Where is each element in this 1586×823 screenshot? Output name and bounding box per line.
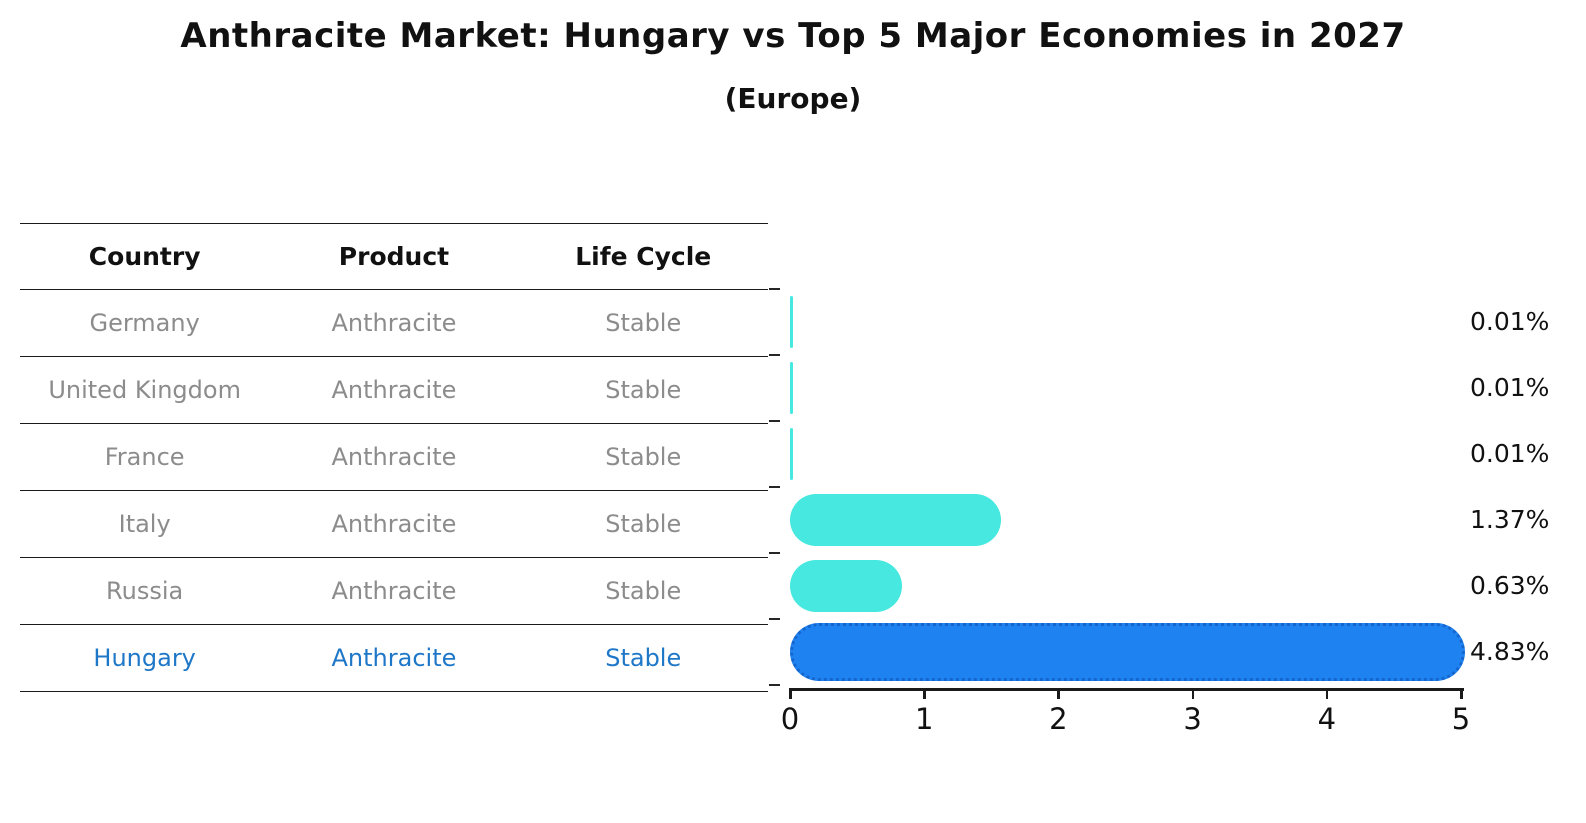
country-cell: Hungary xyxy=(93,643,196,672)
x-axis-tick xyxy=(923,690,926,699)
table-row-united-kingdom: United Kingdom Anthracite Stable xyxy=(20,357,768,424)
table-header-row: Country Product Life Cycle xyxy=(20,224,768,290)
x-axis-tick-label: 3 xyxy=(1183,702,1202,736)
y-axis-tick xyxy=(769,420,780,422)
product-cell: Anthracite xyxy=(331,643,457,672)
table-row-italy: Italy Anthracite Stable xyxy=(20,491,768,558)
x-axis-tick-label: 1 xyxy=(914,702,934,736)
y-axis-tick xyxy=(769,354,780,356)
country-cell: United Kingdom xyxy=(48,375,241,404)
x-axis-tick xyxy=(1325,690,1329,699)
bar-germany xyxy=(790,296,793,348)
table-row-hungary: Hungary Anthracite Stable xyxy=(20,625,768,692)
column-header-country: Country xyxy=(88,241,201,271)
country-cell: France xyxy=(104,442,185,471)
x-axis-tick xyxy=(1460,690,1463,699)
value-label: 0.01% xyxy=(1470,373,1550,402)
x-axis-tick-label: 0 xyxy=(780,702,800,736)
column-header-life-cycle: Life Cycle xyxy=(575,241,712,271)
x-axis-tick-label: 5 xyxy=(1451,702,1471,736)
y-axis-tick xyxy=(769,486,780,488)
x-axis-line xyxy=(789,688,1464,691)
x-axis-tick xyxy=(1057,690,1060,699)
life-cycle-cell: Stable xyxy=(605,375,682,404)
value-label: 0.63% xyxy=(1470,571,1550,600)
bar-hungary xyxy=(790,623,1466,681)
x-axis-tick xyxy=(1191,690,1195,699)
table-row-germany: Germany Anthracite Stable xyxy=(20,290,768,357)
bar-united-kingdom xyxy=(790,362,793,414)
chart-title: Anthracite Market: Hungary vs Top 5 Majo… xyxy=(180,16,1406,56)
country-cell: Germany xyxy=(89,308,200,337)
life-cycle-cell: Stable xyxy=(605,442,682,471)
x-axis-tick-label: 2 xyxy=(1049,702,1068,736)
value-label: 0.01% xyxy=(1470,307,1550,336)
x-axis-tick-label: 4 xyxy=(1317,702,1337,736)
life-cycle-cell: Stable xyxy=(605,308,682,337)
product-cell: Anthracite xyxy=(331,509,457,538)
value-label: 0.01% xyxy=(1470,439,1550,468)
life-cycle-cell: Stable xyxy=(605,509,682,538)
bar-italy xyxy=(790,494,1001,546)
value-label: 1.37% xyxy=(1470,505,1550,534)
life-cycle-cell: Stable xyxy=(605,576,682,605)
product-cell: Anthracite xyxy=(331,375,457,404)
product-cell: Anthracite xyxy=(331,576,457,605)
y-axis-tick xyxy=(769,552,780,554)
x-axis-tick xyxy=(789,690,792,699)
product-cell: Anthracite xyxy=(331,442,457,471)
y-axis-tick xyxy=(769,618,780,620)
product-cell: Anthracite xyxy=(331,308,457,337)
bar-russia xyxy=(790,560,902,612)
y-axis-tick xyxy=(769,288,780,290)
country-cell: Italy xyxy=(118,509,171,538)
chart-subtitle: (Europe) xyxy=(724,82,862,115)
country-cell: Russia xyxy=(106,576,184,605)
country-table: Country Product Life Cycle Germany Anthr… xyxy=(20,223,768,692)
value-label: 4.83% xyxy=(1470,637,1550,666)
y-axis-tick xyxy=(769,684,780,686)
column-header-product: Product xyxy=(338,241,450,271)
life-cycle-cell: Stable xyxy=(605,643,682,672)
bar-france xyxy=(790,428,793,480)
table-row-russia: Russia Anthracite Stable xyxy=(20,558,768,625)
table-row-france: France Anthracite Stable xyxy=(20,424,768,491)
